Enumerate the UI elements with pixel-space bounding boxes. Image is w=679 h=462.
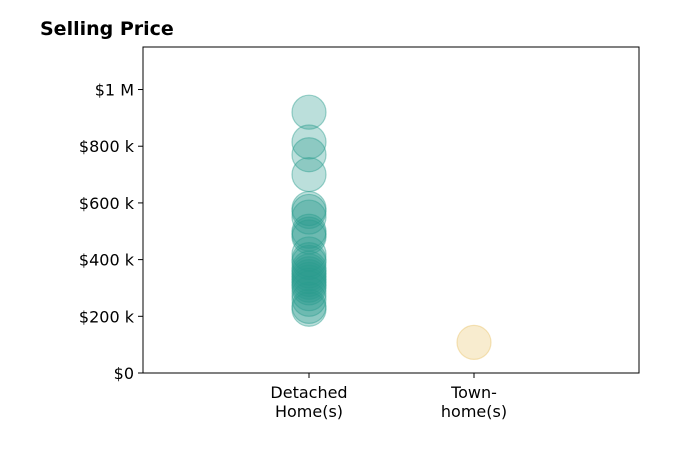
- data-point: [291, 253, 327, 289]
- y-tick-label: $200 k: [79, 307, 135, 326]
- x-tick-label: Town-home(s): [441, 383, 507, 421]
- data-point: [291, 137, 327, 173]
- y-tick-label: $400 k: [79, 251, 135, 270]
- y-tick-label: $800 k: [79, 137, 135, 156]
- data-points: [291, 94, 492, 360]
- data-point: [291, 276, 327, 312]
- x-axis: Detached Home(s) Town-home(s): [270, 373, 507, 421]
- data-point: [456, 324, 492, 360]
- x-tick-label: Detached Home(s): [270, 383, 347, 421]
- data-point: [291, 267, 327, 303]
- data-point: [291, 242, 327, 278]
- data-point: [291, 236, 327, 272]
- data-point: [291, 124, 327, 160]
- data-point: [291, 213, 327, 249]
- data-point: [291, 244, 327, 281]
- data-point: [291, 199, 327, 235]
- data-point: [291, 288, 327, 324]
- data-point: [291, 219, 327, 255]
- data-point: [291, 250, 327, 286]
- plot-area-frame: [142, 46, 640, 374]
- data-point: [291, 190, 327, 227]
- y-tick-label: $600 k: [79, 194, 135, 213]
- data-point: [291, 270, 327, 306]
- data-point: [291, 259, 327, 295]
- data-point: [291, 256, 327, 292]
- data-point: [291, 216, 327, 252]
- data-point: [291, 156, 327, 193]
- chart-title: Selling Price: [40, 18, 174, 40]
- y-tick-label: $1 M: [95, 81, 134, 100]
- y-axis: $0 $200 k $400 k $600 k $800 k $1 M: [79, 81, 143, 383]
- data-point: [291, 261, 327, 298]
- data-point: [291, 291, 327, 327]
- data-point: [291, 281, 327, 317]
- data-point: [291, 264, 327, 300]
- data-point: [291, 94, 327, 130]
- y-tick-label: $0: [114, 364, 134, 383]
- data-point: [291, 193, 327, 230]
